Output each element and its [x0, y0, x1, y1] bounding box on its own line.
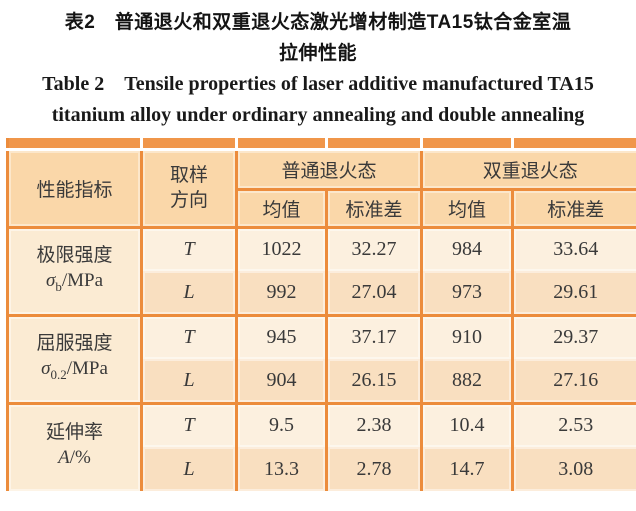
direction-cell: L [140, 447, 237, 491]
data-cell-ordinary-std: 2.38 [325, 401, 422, 447]
data-cell-double-mean: 14.7 [420, 447, 513, 491]
property-cell-ultimate-strength: 极限强度 σb/MPa [7, 225, 142, 315]
property-cell-elongation: 延伸率 A/% [7, 401, 142, 491]
data-cell-ordinary-mean: 1022 [235, 225, 327, 271]
direction-cell: T [140, 225, 237, 271]
strip-segment [325, 138, 422, 151]
header-sub-mean-double: 均值 [420, 189, 513, 227]
data-cell-ordinary-mean: 9.5 [235, 401, 327, 447]
direction-cell: T [140, 401, 237, 447]
property-symbol: σ0.2/MPa [41, 358, 108, 382]
data-cell-double-std: 33.64 [511, 225, 636, 271]
row-yield-strength-T: 屈服强度 σ0.2/MPa T 945 37.17 910 29.37 [7, 313, 636, 403]
data-cell-double-std: 29.37 [511, 313, 636, 359]
row-ultimate-strength-T: 极限强度 σb/MPa T 1022 32.27 984 33.64 [7, 225, 636, 315]
data-cell-double-mean: 973 [420, 271, 513, 315]
strip-segment [140, 138, 237, 151]
header-group-ordinary-annealed: 普通退火态 [235, 149, 422, 191]
property-name: 极限强度 [36, 245, 113, 267]
header-row-1: 性能指标 取样 方向 普通退火态 双重退火态 [7, 149, 636, 227]
data-cell-ordinary-std: 37.17 [325, 313, 422, 359]
table-top-strip [7, 138, 636, 151]
data-cell-double-std: 2.53 [511, 401, 636, 447]
strip-segment [7, 138, 142, 151]
data-cell-ordinary-mean: 992 [235, 271, 327, 315]
table-title-zh-line2: 拉伸性能 [278, 43, 357, 64]
data-cell-ordinary-std: 32.27 [325, 225, 422, 271]
data-cell-double-std: 27.16 [511, 359, 636, 403]
data-cell-ordinary-mean: 904 [235, 359, 327, 403]
row-yield-strength-L: L 904 26.15 882 27.16 [8, 359, 636, 403]
data-cell-double-std: 3.08 [511, 447, 636, 491]
data-cell-double-mean: 882 [420, 359, 513, 403]
data-cell-ordinary-mean: 13.3 [235, 447, 327, 491]
property-symbol: A/% [58, 446, 91, 468]
row-ultimate-strength-L: L 992 27.04 973 29.61 [8, 271, 636, 315]
data-cell-ordinary-std: 2.78 [325, 447, 422, 491]
data-cell-double-std: 29.61 [511, 271, 636, 315]
property-cell-yield-strength: 屈服强度 σ0.2/MPa [7, 313, 142, 403]
table-title-en-line2: titanium alloy under ordinary annealing … [51, 104, 585, 126]
title-block: 表2 普通退火和双重退火态激光增材制造TA15钛合金室温 拉伸性能 Table … [0, 0, 636, 131]
direction-cell: L [140, 359, 237, 403]
direction-cell: L [140, 271, 237, 315]
data-cell-ordinary-mean: 945 [235, 313, 327, 359]
header-row-2: 均值 标准差 均值 标准差 [8, 189, 636, 227]
row-elongation-T: 延伸率 A/% T 9.5 2.38 10.4 2.53 [7, 401, 636, 491]
row-elongation-L: L 13.3 2.78 14.7 3.08 [8, 447, 636, 491]
data-cell-ordinary-std: 27.04 [325, 271, 422, 315]
data-cell-double-mean: 984 [420, 225, 513, 271]
header-sub-std-double: 标准差 [511, 189, 636, 227]
strip-segment [235, 138, 327, 151]
property-symbol: σb/MPa [45, 270, 104, 294]
strip-segment [511, 138, 636, 151]
tensile-properties-table: 性能指标 取样 方向 普通退火态 双重退火态 均值 标准差 均值 标准差 极限强… [6, 138, 636, 491]
data-cell-double-mean: 910 [420, 313, 513, 359]
data-cell-double-mean: 10.4 [420, 401, 513, 447]
header-cell-performance: 性能指标 [7, 149, 142, 227]
direction-cell: T [140, 313, 237, 359]
header-group-double-annealed: 双重退火态 [420, 149, 636, 191]
table-title-en-line1: Table 2 Tensile properties of laser addi… [42, 73, 594, 95]
property-name: 延伸率 [45, 421, 103, 443]
table-title-zh-line1: 表2 普通退火和双重退火态激光增材制造TA15钛合金室温 [64, 12, 572, 33]
header-cell-direction: 取样 方向 [140, 149, 237, 227]
data-cell-ordinary-std: 26.15 [325, 359, 422, 403]
property-name: 屈服强度 [36, 333, 113, 355]
header-sub-std-ordinary: 标准差 [325, 189, 422, 227]
header-sub-mean-ordinary: 均值 [235, 189, 327, 227]
strip-segment [420, 138, 513, 151]
